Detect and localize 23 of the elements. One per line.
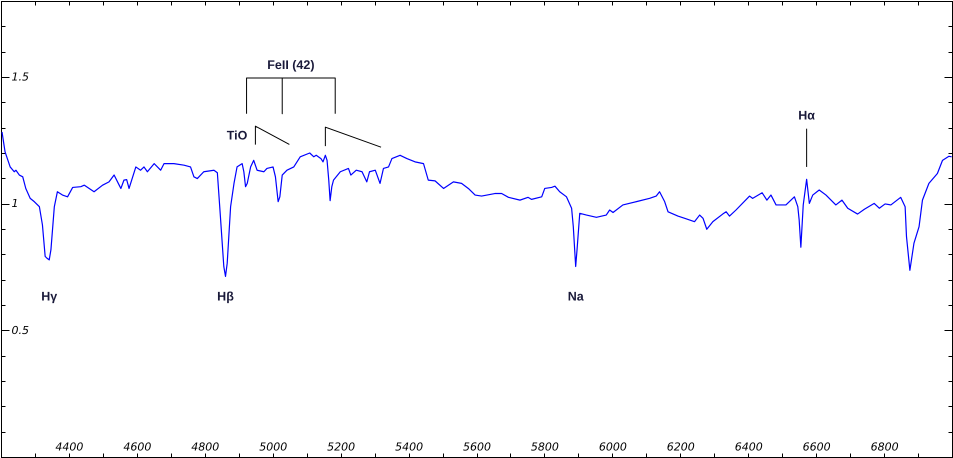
x-tick-label: 4800 — [191, 440, 220, 454]
annotation: Hβ — [217, 289, 234, 304]
x-tick-label: 4400 — [55, 440, 84, 454]
annotation: Hα — [798, 108, 816, 123]
x-tick-label: 5200 — [327, 440, 356, 454]
annotation: Na — [568, 289, 585, 304]
annotation: FeII (42) — [267, 58, 315, 72]
annotation: Hγ — [41, 289, 58, 304]
x-tick-label: 4600 — [123, 440, 152, 454]
annotation: TiO — [226, 128, 248, 142]
y-tick-label: 1 — [12, 197, 18, 210]
x-tick-label: 6600 — [802, 440, 831, 454]
x-tick-label: 5000 — [259, 440, 288, 454]
x-tick-label: 5600 — [463, 440, 491, 454]
y-tick-label: 0.5 — [12, 324, 29, 337]
x-tick-label: 6200 — [666, 440, 695, 454]
x-tick-label: 6400 — [734, 440, 763, 454]
x-tick-label: 5800 — [530, 440, 559, 454]
y-tick-label: 1.5 — [12, 70, 29, 84]
line-series — [1, 131, 952, 277]
x-tick-label: 6800 — [870, 440, 899, 454]
x-tick-label: 5400 — [395, 440, 424, 454]
x-tick-label: 6000 — [598, 440, 627, 454]
